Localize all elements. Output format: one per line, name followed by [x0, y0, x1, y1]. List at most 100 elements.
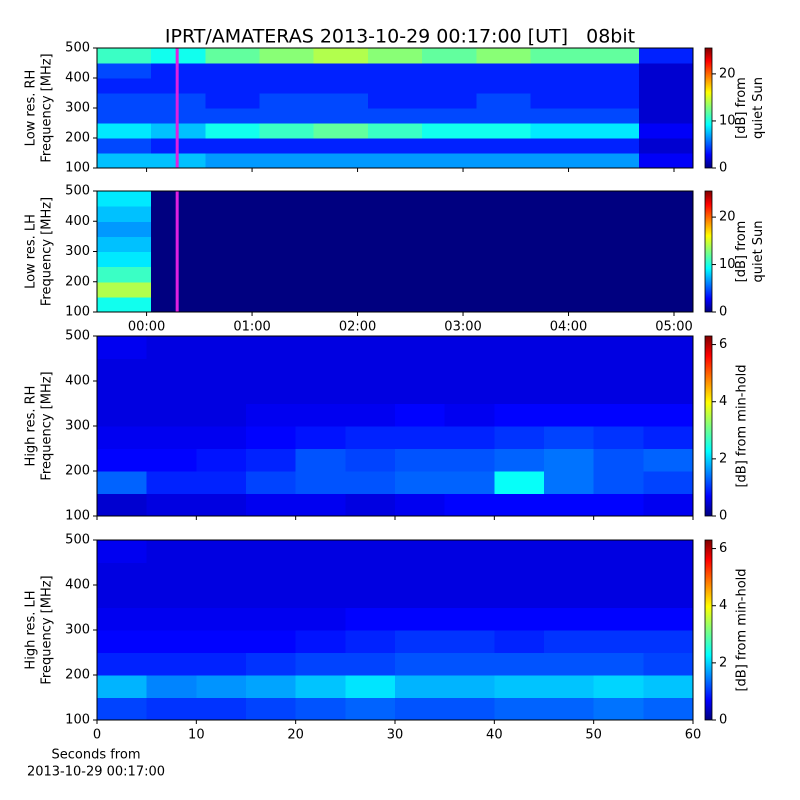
heatmap-cell — [259, 123, 315, 139]
heatmap-cell — [205, 206, 261, 222]
heatmap-cell — [367, 48, 423, 64]
heatmap-cell — [530, 221, 586, 237]
heatmap-cell — [146, 381, 197, 404]
colorbar — [704, 539, 713, 721]
x-tick-label: 03:00 — [444, 320, 481, 335]
heatmap-cell — [295, 607, 346, 631]
heatmap-cell — [395, 630, 446, 653]
heatmap-cell — [395, 540, 446, 563]
heatmap-cell — [313, 108, 369, 124]
x-tick-label: 40 — [486, 728, 503, 743]
heatmap-cell — [593, 336, 644, 359]
heatmap-cell — [97, 78, 152, 94]
heatmap-cell — [544, 493, 595, 517]
heatmap-cell — [97, 652, 148, 676]
colorbar-tick-label: 20 — [719, 66, 736, 81]
heatmap-cell — [593, 426, 644, 449]
heatmap-cell — [313, 266, 369, 283]
heatmap-cell — [643, 448, 694, 472]
x-tick-label: 04:00 — [550, 320, 587, 335]
heatmap-cell — [395, 358, 446, 382]
heatmap-cell — [444, 471, 495, 494]
heatmap-cell — [422, 236, 477, 252]
heatmap-cell — [313, 93, 369, 109]
heatmap-cell — [444, 448, 495, 472]
y-axis-label: Frequency [MHz] — [40, 53, 55, 162]
heatmap-cell — [367, 236, 423, 252]
heatmap-cell — [643, 358, 694, 382]
heatmap-cell — [593, 697, 644, 721]
heatmap-cell — [643, 607, 694, 631]
heatmap-cell — [643, 675, 694, 698]
heatmap-cell — [444, 675, 495, 698]
heatmap-cell — [643, 426, 694, 449]
heatmap-cell — [638, 153, 694, 169]
colorbar-tick-label: 0 — [719, 713, 727, 728]
heatmap-cell — [196, 675, 247, 698]
heatmap-cell — [146, 630, 197, 653]
heatmap-cell — [246, 607, 297, 631]
heatmap-cell — [638, 191, 694, 207]
heatmap-cell — [422, 93, 477, 109]
heatmap-cell — [530, 251, 586, 268]
heatmap-cell — [345, 630, 396, 653]
heatmap-cell — [476, 191, 531, 207]
heatmap-cell — [638, 123, 694, 139]
heatmap-cell — [313, 206, 369, 222]
heatmap-cell — [295, 562, 346, 586]
x-axis-label: 2013-10-29 00:17:00 — [27, 765, 165, 780]
heatmap-cell — [97, 108, 152, 124]
heatmap-cell — [544, 403, 595, 427]
heatmap-cell — [494, 652, 545, 676]
colorbar-tick-label: 10 — [719, 257, 736, 272]
heatmap-cell — [584, 108, 640, 124]
heatmap-cell — [146, 426, 197, 449]
heatmap-cell — [544, 540, 595, 563]
heatmap-cell — [196, 448, 247, 472]
heatmap-cell — [367, 138, 423, 154]
heatmap-cell — [246, 448, 297, 472]
heatmap-cell — [259, 296, 315, 313]
y-axis-label: Low res. LH — [24, 214, 39, 289]
heatmap-cell — [643, 471, 694, 494]
heatmap-cell — [544, 697, 595, 721]
heatmap-cell — [530, 63, 586, 79]
y-tick-label: 200 — [65, 668, 90, 683]
heatmap-cell — [643, 493, 694, 517]
heatmap-cell — [196, 358, 247, 382]
y-tick-label: 100 — [65, 161, 90, 176]
heatmap-cell — [205, 93, 261, 109]
heatmap-cell — [593, 381, 644, 404]
heatmap-cell — [97, 236, 152, 252]
colorbar-tick-label: 2 — [719, 451, 727, 466]
heatmap-cell — [97, 697, 148, 721]
heatmap-cell — [395, 403, 446, 427]
heatmap-cell — [584, 63, 640, 79]
heatmap-cell — [530, 281, 586, 298]
heatmap-cell — [345, 448, 396, 472]
heatmap-cell — [97, 675, 148, 698]
heatmap-cell — [530, 191, 586, 207]
heatmap-cell — [146, 471, 197, 494]
heatmap-cell — [97, 266, 152, 283]
heatmap-cell — [638, 251, 694, 268]
heatmap-cell — [295, 381, 346, 404]
heatmap-cell — [395, 336, 446, 359]
heatmap-cell — [196, 336, 247, 359]
y-tick-label: 500 — [65, 184, 90, 199]
heatmap-cell — [205, 251, 261, 268]
heatmap-cell — [444, 630, 495, 653]
heatmap-cell — [395, 471, 446, 494]
heatmap-cell — [205, 48, 261, 64]
heatmap-cell — [584, 93, 640, 109]
heatmap-cell — [295, 358, 346, 382]
heatmap-cell — [345, 562, 396, 586]
y-tick-label: 100 — [65, 509, 90, 524]
heatmap-cell — [345, 585, 396, 608]
heatmap-cell — [246, 675, 297, 698]
x-tick-label: 10 — [188, 728, 205, 743]
heatmap-cell — [584, 236, 640, 252]
heatmap-cell — [97, 403, 148, 427]
heatmap-cell — [422, 153, 477, 169]
heatmap-cell — [544, 652, 595, 676]
